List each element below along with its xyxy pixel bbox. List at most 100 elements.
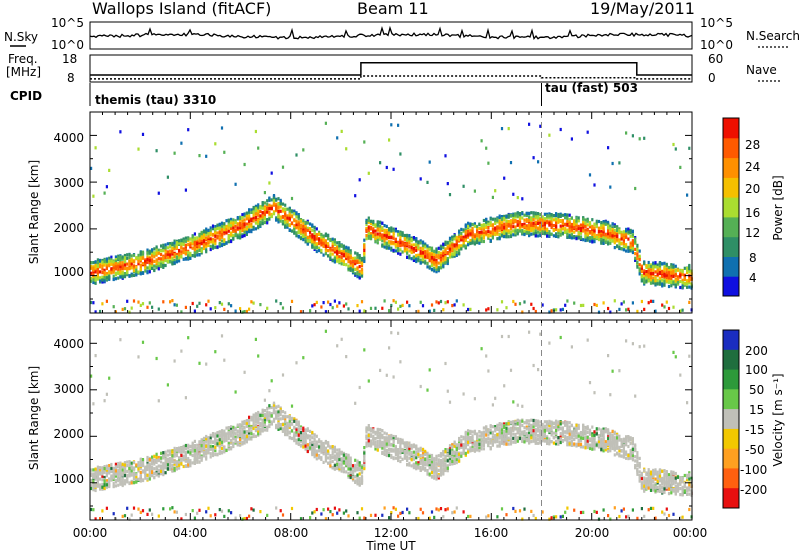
power-cell xyxy=(478,239,481,243)
velocity-cell xyxy=(123,470,127,474)
power-cell xyxy=(284,225,287,229)
power-cell xyxy=(302,233,305,237)
power-cell xyxy=(234,232,237,236)
power-cell xyxy=(537,234,540,238)
velocity-cell xyxy=(182,444,185,448)
velocity-cell xyxy=(105,392,108,396)
power-cell xyxy=(467,241,470,245)
power-cell xyxy=(487,226,490,230)
power-cell xyxy=(602,224,605,228)
velocity-cell xyxy=(105,483,108,487)
power-cell xyxy=(566,222,569,226)
power-cell xyxy=(191,237,194,241)
power-cell xyxy=(92,194,95,198)
power-cell xyxy=(358,269,361,274)
power-cell xyxy=(261,203,264,207)
power-cell xyxy=(146,266,149,270)
power-cell xyxy=(573,221,576,225)
power-cell xyxy=(586,234,589,238)
velocity-cell xyxy=(227,447,230,451)
power-cell xyxy=(318,230,321,234)
power-cell xyxy=(243,310,246,314)
velocity-cell xyxy=(157,514,160,518)
power-cell xyxy=(654,270,657,274)
power-cell xyxy=(595,236,598,240)
power-cell xyxy=(243,223,246,227)
power-cell xyxy=(442,260,445,264)
velocity-cell xyxy=(135,478,138,482)
power-cell xyxy=(388,228,391,232)
power-cell xyxy=(455,253,458,257)
power-cell xyxy=(435,300,438,304)
velocity-cell xyxy=(193,449,196,453)
power-cell xyxy=(586,236,589,240)
velocity-cell xyxy=(94,517,97,521)
power-cell xyxy=(114,258,117,262)
power-cell xyxy=(105,257,108,261)
velocity-cell xyxy=(105,506,108,510)
power-cell xyxy=(462,238,465,242)
power-cell xyxy=(126,299,129,303)
power-cell xyxy=(279,215,282,219)
power-cell xyxy=(525,226,528,230)
power-cell xyxy=(670,263,673,267)
power-cell xyxy=(498,215,501,219)
power-cell xyxy=(365,220,368,224)
power-cell xyxy=(309,239,312,243)
power-cell xyxy=(288,207,291,211)
power-cell xyxy=(200,239,203,243)
power-cell xyxy=(446,182,449,186)
power-cell xyxy=(148,258,151,263)
power-cell xyxy=(661,283,664,287)
power-cell xyxy=(148,301,151,305)
power-cell xyxy=(184,305,187,309)
power-cell xyxy=(279,302,282,306)
velocity-cell xyxy=(178,446,181,450)
velocity-cell xyxy=(119,474,122,479)
power-cell xyxy=(290,299,294,303)
power-cell xyxy=(286,219,289,223)
velocity-panel: 1000 2000 3000 4000 Slant Range [km] xyxy=(27,319,693,521)
power-cell xyxy=(196,236,199,240)
velocity-cell xyxy=(114,465,117,469)
power-cell xyxy=(607,240,610,244)
power-cell xyxy=(137,300,140,304)
power-cell xyxy=(92,270,95,274)
power-cell xyxy=(354,272,357,276)
velocity-cell xyxy=(220,437,224,441)
power-cell xyxy=(358,178,361,182)
power-cell xyxy=(336,246,339,250)
power-cell xyxy=(383,239,386,243)
velocity-cell xyxy=(123,514,127,518)
velocity-cell xyxy=(205,434,208,439)
power-cell xyxy=(299,223,303,227)
power-cell xyxy=(566,299,569,303)
power-cell xyxy=(444,242,447,246)
power-cell xyxy=(252,227,255,231)
power-cell xyxy=(568,228,571,232)
power-cell xyxy=(248,217,251,221)
velocity-cell xyxy=(166,449,169,453)
power-cell xyxy=(546,216,549,220)
power-cell xyxy=(613,236,616,241)
power-cell xyxy=(385,237,388,241)
power-cell xyxy=(369,221,373,226)
power-cell xyxy=(478,223,481,227)
power-cell xyxy=(482,236,485,240)
power-cell xyxy=(636,309,639,313)
power-cell xyxy=(514,233,517,237)
power-cell xyxy=(401,250,404,254)
velocity-cell xyxy=(205,362,208,366)
power-cell xyxy=(146,305,149,309)
power-cell xyxy=(180,250,183,254)
power-cell xyxy=(476,234,479,238)
power-cell xyxy=(123,266,127,270)
power-cell xyxy=(476,227,479,231)
power-cell xyxy=(135,256,138,260)
power-cell xyxy=(360,264,364,268)
power-cell xyxy=(356,275,359,279)
power-cell xyxy=(688,146,691,150)
power-cell xyxy=(448,193,452,197)
power-cell xyxy=(101,262,104,266)
power-cell xyxy=(304,237,307,241)
